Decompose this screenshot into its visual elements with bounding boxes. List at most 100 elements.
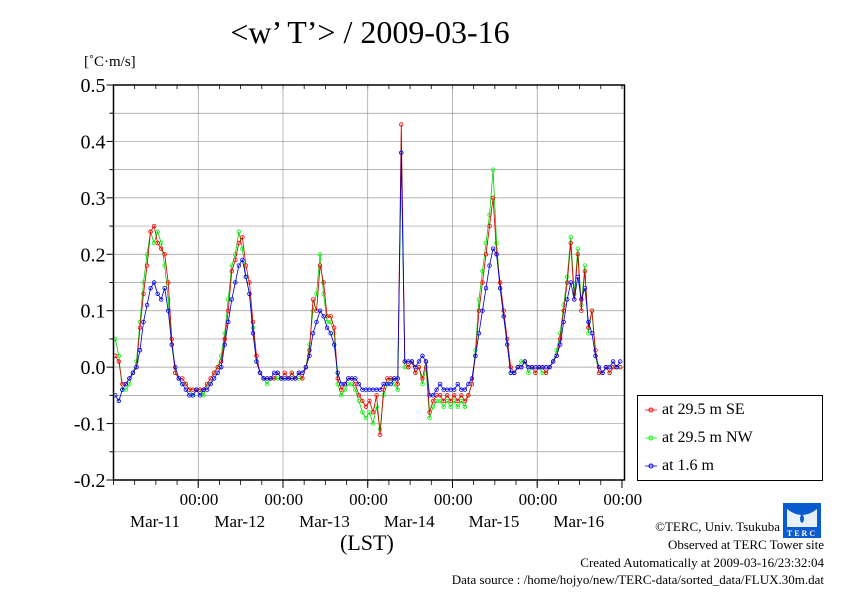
y-tick-label: 0.5 (81, 75, 106, 97)
x-tick-date: Mar-12 (214, 512, 265, 531)
data-point (356, 381, 362, 387)
data-point (430, 393, 436, 398)
data-point (487, 263, 492, 268)
data-point (324, 325, 330, 330)
data-point (328, 314, 333, 319)
legend-item: at 1.6 m (638, 452, 822, 480)
data-point (572, 297, 577, 302)
legend: at 29.5 m SE at 29.5 m NW at 1.6 m (637, 395, 823, 481)
data-point (490, 195, 496, 201)
data-point (356, 393, 362, 398)
data-point (374, 404, 379, 409)
data-point (282, 370, 287, 375)
data-point (218, 364, 224, 370)
x-tick-date: Mar-15 (469, 512, 520, 531)
series-at-1-6-m (113, 150, 623, 404)
data-point (568, 240, 573, 246)
data-point (123, 381, 129, 387)
data-point (441, 398, 446, 404)
data-point (360, 398, 365, 404)
data-point (158, 297, 164, 302)
data-point (151, 280, 157, 285)
data-point (194, 387, 199, 392)
data-point (166, 280, 171, 285)
legend-marker-icon (645, 463, 657, 469)
data-point (455, 398, 460, 404)
legend-items: at 29.5 m SE at 29.5 m NW at 1.6 m (638, 396, 822, 480)
data-point (367, 398, 372, 404)
data-point (547, 364, 552, 370)
data-point (229, 269, 234, 274)
data-point (497, 285, 503, 291)
data-point (215, 370, 220, 375)
data-point (317, 308, 323, 313)
data-point (233, 252, 238, 257)
data-point (229, 297, 234, 302)
data-point (247, 280, 252, 285)
data-point (494, 252, 499, 257)
data-point (353, 376, 358, 381)
data-point (512, 370, 517, 375)
data-point (490, 167, 496, 172)
data-point (610, 359, 616, 364)
data-point (254, 353, 259, 359)
terc-logo: TERC (783, 503, 821, 538)
data-point (473, 353, 478, 359)
data-point (342, 381, 347, 387)
data-point (416, 359, 422, 364)
data-point (339, 387, 344, 392)
data-point (554, 353, 559, 359)
data-point (430, 398, 436, 404)
data-point (116, 398, 121, 404)
data-point (144, 263, 150, 268)
data-point (148, 229, 153, 234)
y-tick-label: 0.0 (81, 357, 106, 379)
data-point (589, 331, 595, 336)
data-point (452, 393, 457, 398)
data-point (151, 223, 157, 229)
x-tick-date: Mar-11 (130, 512, 180, 531)
data-point (501, 308, 506, 313)
data-point (395, 376, 400, 381)
x-axis-label: (LST) (340, 530, 394, 555)
data-point (363, 415, 369, 421)
data-point (501, 314, 506, 319)
data-point (137, 325, 143, 330)
data-point (557, 336, 563, 342)
data-point (596, 364, 602, 370)
data-point (137, 348, 143, 353)
y-tick-label: -0.2 (74, 470, 106, 492)
data-point (243, 263, 249, 268)
data-point (441, 404, 446, 409)
copyright-text: ©TERC, Univ. Tsukuba (655, 519, 780, 534)
data-point (568, 280, 573, 285)
data-point (448, 398, 453, 404)
data-point (600, 370, 605, 375)
data-point (155, 291, 160, 296)
data-point (494, 240, 499, 246)
data-point (480, 308, 485, 313)
data-point (307, 348, 312, 353)
data-point (377, 432, 383, 438)
data-point (169, 342, 174, 347)
y-tick-label: 0.1 (81, 301, 106, 323)
data-point (420, 353, 425, 359)
data-point (208, 381, 213, 387)
data-point (176, 376, 182, 381)
legend-label: at 29.5 m SE (662, 401, 745, 418)
data-point (617, 359, 623, 364)
data-point (331, 325, 337, 330)
data-point (575, 246, 581, 251)
data-point (469, 376, 475, 381)
data-point (233, 280, 238, 285)
data-point (399, 122, 404, 127)
data-point (144, 252, 150, 257)
data-point (476, 331, 482, 336)
data-point (607, 364, 612, 370)
data-point (462, 398, 468, 404)
data-point (247, 291, 252, 296)
y-tick-label: 0.2 (81, 244, 106, 266)
data-point (582, 269, 588, 274)
